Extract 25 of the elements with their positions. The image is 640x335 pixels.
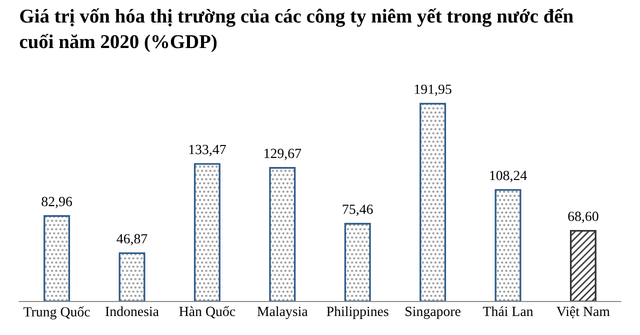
- x-tick-label: Hàn Quốc: [179, 306, 236, 318]
- data-label: 129,67: [264, 148, 302, 160]
- data-label: 191,95: [414, 84, 452, 96]
- bar: [194, 163, 220, 302]
- bar: [269, 167, 296, 302]
- chart-title: Giá trị vốn hóa thị trường của các công ty niêm yết trong nước đến cuối năm 2020 (%GDP): [20, 8, 574, 52]
- x-tick-label: Philippines: [326, 306, 388, 319]
- bar: [494, 189, 522, 302]
- data-label: 108,24: [490, 170, 527, 182]
- x-tick-label: Singapore: [406, 306, 460, 319]
- data-label: 68,60: [568, 212, 598, 224]
- data-label: 133,47: [189, 144, 226, 156]
- bar: [44, 215, 70, 302]
- data-label: 82,96: [42, 196, 72, 208]
- bar: [344, 222, 371, 302]
- x-tick-label: Trung Quốc: [24, 306, 90, 320]
- data-label: 46,87: [116, 234, 148, 246]
- bar: [570, 230, 596, 302]
- x-tick-label: Thái Lan: [482, 306, 534, 316]
- x-tick-label: Indonesia: [106, 306, 159, 316]
- bar: [118, 252, 146, 302]
- x-tick-label: Malaysia: [257, 306, 308, 319]
- x-tick-label: Việt Nam: [556, 306, 610, 318]
- bar: [420, 102, 446, 302]
- data-label: 75,46: [342, 204, 373, 216]
